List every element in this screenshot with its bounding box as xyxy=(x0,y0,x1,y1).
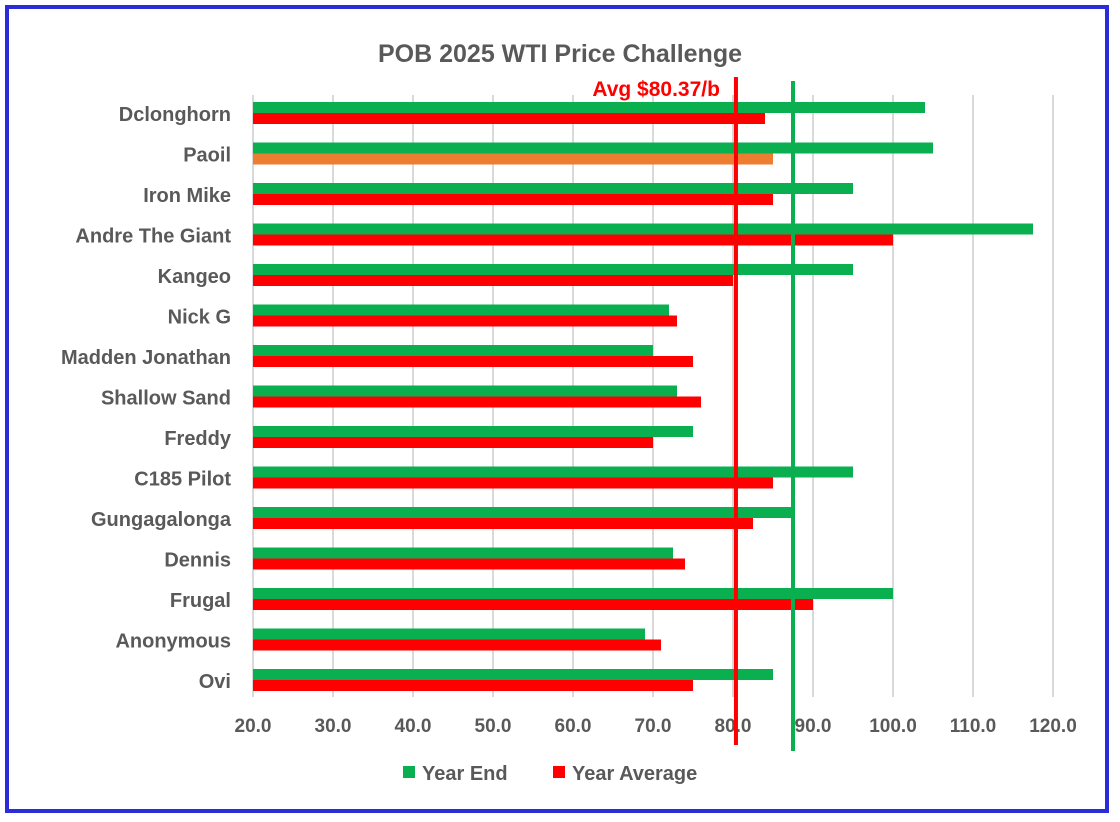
category-label: Anonymous xyxy=(115,631,231,653)
category-label: Shallow Sand xyxy=(101,388,231,410)
legend-label: Year End xyxy=(422,763,508,785)
x-tick-label: 120.0 xyxy=(1029,716,1077,737)
x-tick-label: 50.0 xyxy=(475,716,512,737)
year-end-bar xyxy=(253,385,677,397)
average-annotation: Avg $80.37/b xyxy=(592,78,720,101)
category-label: Ovi xyxy=(199,671,231,693)
category-label: Gungagalonga xyxy=(91,509,232,531)
year-average-bar xyxy=(253,599,813,610)
year-average-bar xyxy=(253,113,765,124)
year-average-bar xyxy=(253,315,677,327)
x-tick-label: 100.0 xyxy=(869,716,917,737)
year-end-bar xyxy=(253,345,653,356)
year-average-bar xyxy=(253,518,753,529)
year-average-bar xyxy=(253,194,773,205)
year-end-bar xyxy=(253,142,933,154)
legend-swatch xyxy=(403,766,415,778)
category-label: Freddy xyxy=(164,428,232,450)
x-tick-label: 110.0 xyxy=(950,716,997,737)
year-end-bar xyxy=(253,588,893,599)
x-tick-label: 90.0 xyxy=(795,716,832,737)
year-average-bar xyxy=(253,275,733,286)
year-average-bar xyxy=(253,680,693,691)
x-tick-label: 40.0 xyxy=(395,716,432,737)
year-end-bar xyxy=(253,183,853,194)
category-label: Dennis xyxy=(164,550,231,572)
category-label: Nick G xyxy=(168,307,231,329)
category-label: Kangeo xyxy=(158,266,231,288)
category-label: C185 Pilot xyxy=(134,469,231,491)
year-end-bar xyxy=(253,426,693,437)
x-tick-label: 60.0 xyxy=(555,716,592,737)
category-label: Dclonghorn xyxy=(119,104,231,126)
year-end-bar xyxy=(253,223,1033,235)
x-tick-label: 70.0 xyxy=(635,716,672,737)
x-tick-label: 80.0 xyxy=(715,716,752,737)
category-label: Iron Mike xyxy=(143,185,231,207)
year-average-bar xyxy=(253,639,661,651)
year-average-bar xyxy=(253,396,701,408)
year-average-bar xyxy=(253,477,773,489)
year-average-bar xyxy=(253,234,893,246)
year-average-bar xyxy=(253,437,653,448)
chart-border xyxy=(5,5,1109,813)
year-end-bar xyxy=(253,547,673,559)
legend-label: Year Average xyxy=(572,763,697,785)
category-label: Madden Jonathan xyxy=(61,347,231,369)
year-end-bar xyxy=(253,304,669,316)
year-end-bar xyxy=(253,264,853,275)
x-tick-label: 20.0 xyxy=(235,716,272,737)
year-end-bar xyxy=(253,102,925,113)
chart-title: POB 2025 WTI Price Challenge xyxy=(378,40,742,68)
category-label: Paoil xyxy=(183,145,231,167)
legend-swatch xyxy=(553,766,565,778)
year-end-bar xyxy=(253,669,773,680)
year-average-bar xyxy=(253,558,685,570)
year-average-bar xyxy=(253,153,773,165)
category-label: Andre The Giant xyxy=(75,226,231,248)
year-end-bar xyxy=(253,466,853,478)
year-end-bar xyxy=(253,628,645,640)
year-average-bar xyxy=(253,356,693,367)
category-label: Frugal xyxy=(170,590,231,612)
x-tick-label: 30.0 xyxy=(315,716,352,737)
year-end-bar xyxy=(253,507,795,518)
